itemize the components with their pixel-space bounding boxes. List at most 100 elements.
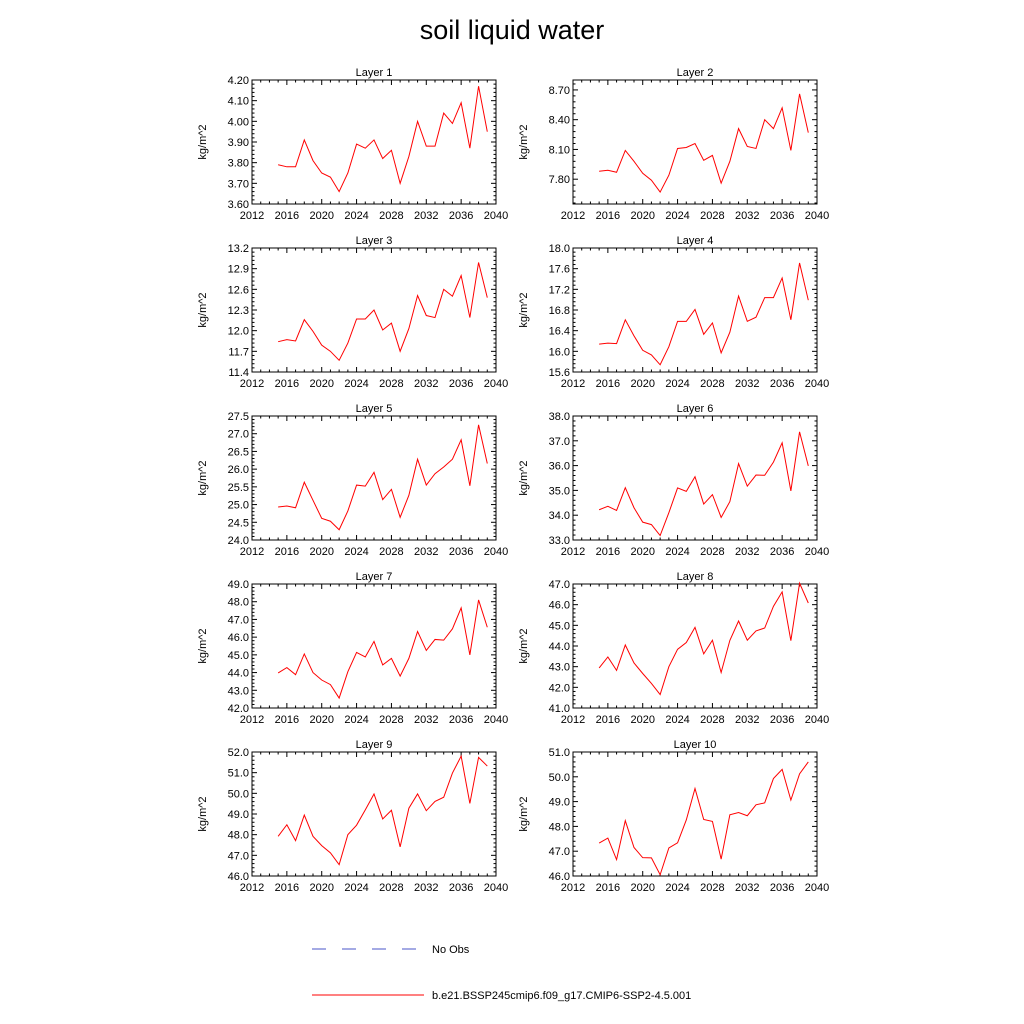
y-tick-label: 3.70 — [228, 178, 249, 190]
y-tick-label: 48.0 — [549, 821, 570, 833]
x-tick-label: 2016 — [275, 210, 299, 222]
series-line — [277, 599, 488, 700]
y-tick-label: 4.10 — [228, 96, 249, 108]
x-tick-label: 2040 — [805, 714, 829, 726]
x-tick-label: 2036 — [770, 546, 794, 558]
x-tick-label: 2028 — [379, 714, 403, 726]
y-tick-label: 17.2 — [549, 284, 570, 296]
y-tick-label: 16.8 — [549, 305, 570, 317]
y-tick-label: 15.6 — [549, 367, 570, 379]
x-tick-label: 2028 — [379, 546, 403, 558]
y-tick-label: 12.3 — [228, 305, 249, 317]
x-tick-label: 2032 — [414, 210, 438, 222]
y-tick-label: 43.0 — [228, 685, 249, 697]
y-tick-label: 33.0 — [549, 535, 570, 547]
y-tick-label: 24.5 — [228, 517, 249, 529]
series-line — [278, 86, 488, 193]
x-tick-label: 2012 — [561, 546, 585, 558]
plot-frame — [251, 751, 497, 877]
series-line — [599, 262, 809, 366]
plot-frame — [572, 79, 818, 205]
y-tick-label: 48.0 — [228, 597, 249, 609]
y-tick-label: 45.0 — [549, 620, 570, 632]
x-tick-label: 2032 — [735, 714, 759, 726]
y-tick-label: 46.0 — [549, 871, 570, 883]
y-tick-label: 4.20 — [228, 75, 249, 87]
y-tick-label: 42.0 — [549, 682, 570, 694]
x-tick-label: 2012 — [561, 714, 585, 726]
panel-10: Layer 10 kg/m^2 2012 2016 2020 2024 2028 2032 20… — [518, 739, 829, 894]
x-tick-label: 2012 — [240, 210, 264, 222]
x-tick-label: 2016 — [596, 882, 620, 894]
y-tick-label: 12.6 — [228, 284, 249, 296]
x-tick-label: 2028 — [700, 210, 724, 222]
x-tick-label: 2020 — [630, 210, 654, 222]
x-tick-label: 2028 — [379, 378, 403, 390]
x-tick-label: 2020 — [630, 378, 654, 390]
y-tick-label: 36.0 — [549, 461, 570, 473]
y-axis-label: kg/m^2 — [518, 796, 530, 831]
x-tick-label: 2040 — [805, 378, 829, 390]
panel-3: Layer 3 kg/m^2 2012 2016 2020 2024 2028 2032 203… — [197, 235, 508, 390]
panel-6: Layer 6 kg/m^2 2012 2016 2020 2024 2028 2032 203… — [518, 403, 829, 558]
x-tick-label: 2020 — [309, 714, 333, 726]
x-tick-label: 2032 — [735, 378, 759, 390]
y-tick-label: 52.0 — [228, 747, 249, 759]
y-tick-label: 41.0 — [549, 703, 570, 715]
y-tick-label: 3.60 — [228, 199, 249, 211]
panel-title: Layer 1 — [356, 67, 393, 79]
y-tick-label: 7.80 — [549, 174, 570, 186]
y-tick-label: 26.5 — [228, 446, 249, 458]
x-tick-label: 2012 — [240, 378, 264, 390]
y-tick-label: 3.80 — [228, 158, 249, 170]
y-axis-label: kg/m^2 — [518, 292, 530, 327]
series-line — [598, 761, 809, 877]
x-tick-label: 2040 — [484, 882, 508, 894]
plot-frame — [572, 583, 818, 709]
y-tick-label: 47.0 — [549, 846, 570, 858]
series-line — [278, 262, 488, 362]
y-tick-label: 47.0 — [228, 614, 249, 626]
y-tick-label: 16.0 — [549, 346, 570, 358]
y-tick-label: 12.9 — [228, 264, 249, 276]
x-tick-label: 2032 — [735, 210, 759, 222]
panel-title: Layer 9 — [356, 739, 393, 751]
y-tick-label: 26.0 — [228, 464, 249, 476]
y-axis-label: kg/m^2 — [197, 796, 209, 831]
y-tick-label: 44.0 — [549, 641, 570, 653]
y-tick-label: 44.0 — [228, 668, 249, 680]
x-tick-label: 2024 — [344, 378, 368, 390]
y-tick-label: 51.0 — [228, 768, 249, 780]
x-tick-label: 2036 — [449, 378, 473, 390]
series-line — [599, 93, 809, 194]
x-tick-label: 2040 — [805, 546, 829, 558]
x-tick-label: 2040 — [484, 210, 508, 222]
x-tick-label: 2032 — [414, 378, 438, 390]
y-tick-label: 25.5 — [228, 482, 249, 494]
y-axis-label: kg/m^2 — [197, 460, 209, 495]
y-tick-label: 3.90 — [228, 137, 249, 149]
y-tick-label: 45.0 — [228, 650, 249, 662]
panel-2: Layer 2 kg/m^2 2012 2016 2020 2024 2028 2032 203… — [518, 67, 829, 222]
x-tick-label: 2036 — [449, 546, 473, 558]
y-tick-label: 46.0 — [228, 632, 249, 644]
panel-1: Layer 1 kg/m^2 2012 2016 2020 2024 2028 2032 203… — [197, 67, 508, 222]
y-tick-label: 8.10 — [549, 144, 570, 156]
y-tick-label: 48.0 — [228, 830, 249, 842]
panel-title: Layer 6 — [677, 403, 714, 415]
x-tick-label: 2024 — [665, 714, 689, 726]
panel-title: Layer 4 — [677, 235, 714, 247]
y-tick-label: 49.0 — [549, 797, 570, 809]
x-tick-label: 2016 — [596, 714, 620, 726]
x-tick-label: 2016 — [596, 210, 620, 222]
y-tick-label: 42.0 — [228, 703, 249, 715]
x-tick-label: 2028 — [700, 546, 724, 558]
legend: No Obs b.e21.BSSP245cmip6.f09_g17.CMIP6-… — [312, 944, 691, 1002]
y-tick-label: 12.0 — [228, 326, 249, 338]
figure-title: soil liquid water — [420, 15, 605, 45]
panel-title: Layer 10 — [674, 739, 717, 751]
y-tick-label: 50.0 — [228, 788, 249, 800]
y-tick-label: 13.2 — [228, 243, 249, 255]
y-tick-label: 4.00 — [228, 116, 249, 128]
